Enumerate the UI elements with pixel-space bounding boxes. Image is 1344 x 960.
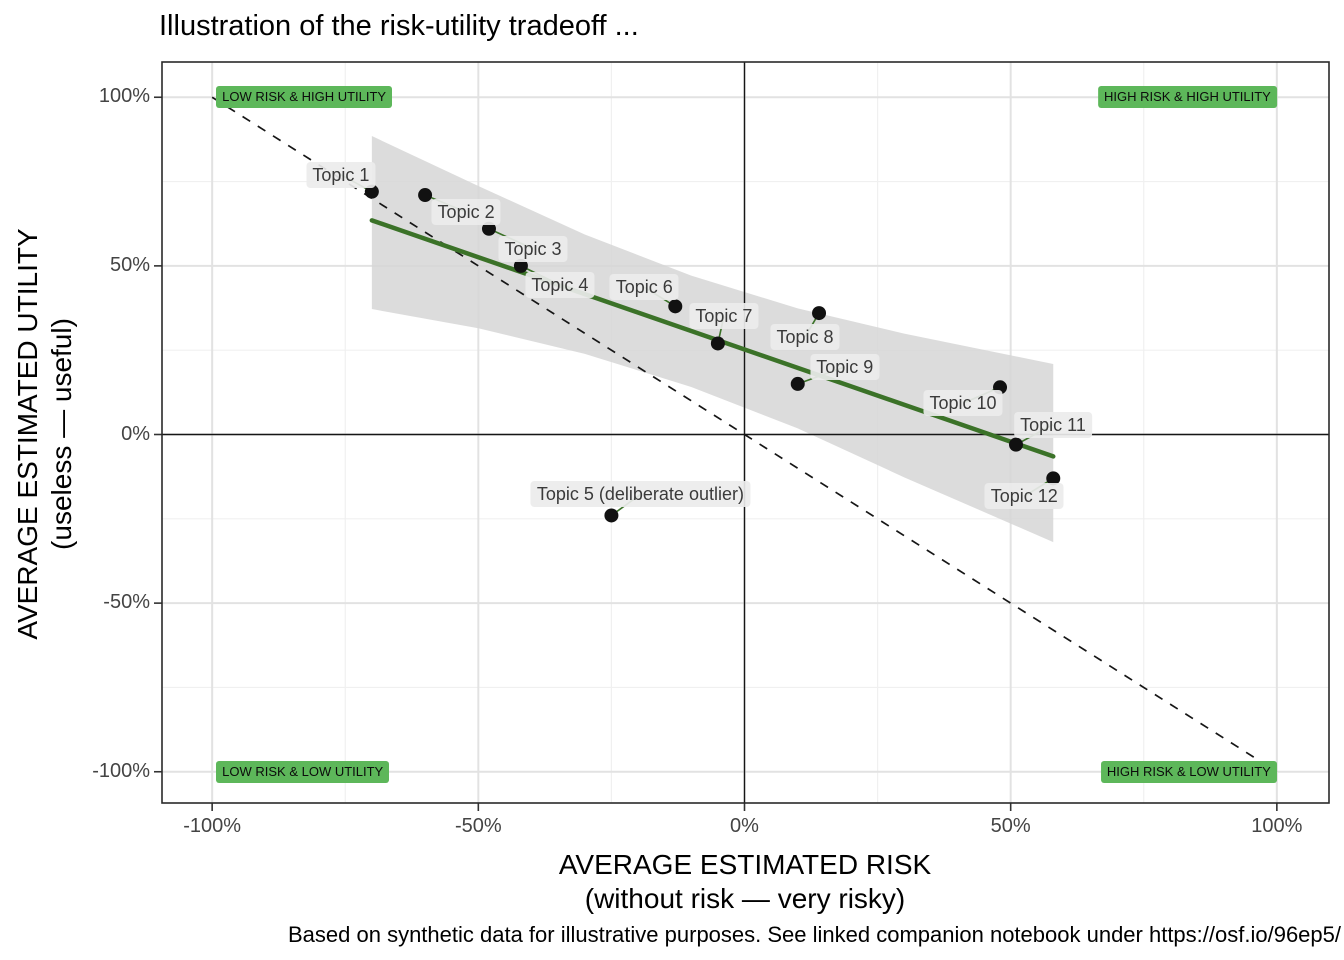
y-tick-label: -100% — [92, 759, 150, 782]
diagonal-reference-line — [211, 96, 1278, 773]
corner-badge: LOW RISK & HIGH UTILITY — [216, 86, 393, 109]
regression-line — [369, 218, 1056, 459]
y-tick-label: 100% — [98, 85, 150, 108]
data-point — [513, 258, 528, 273]
point-label: Topic 9 — [810, 353, 880, 380]
y-tick-label: -50% — [103, 591, 150, 614]
x-axis-title-line1: AVERAGE ESTIMATED RISK — [558, 849, 932, 880]
y-tick-label: 50% — [109, 253, 150, 276]
point-label: Topic 1 — [306, 161, 376, 188]
chart-title: Illustration of the risk-utility tradeof… — [159, 10, 639, 42]
data-point — [668, 299, 683, 314]
data-point — [481, 221, 496, 236]
point-label: Topic 3 — [498, 235, 568, 262]
x-tick-label: 50% — [990, 815, 1031, 837]
x-axis-title: AVERAGE ESTIMATED RISK (without risk — v… — [559, 848, 931, 916]
corner-badge: LOW RISK & LOW UTILITY — [216, 760, 390, 783]
point-label: Topic 8 — [770, 324, 840, 351]
data-point — [418, 188, 433, 203]
data-point — [790, 376, 805, 391]
y-axis-title: AVERAGE ESTIMATED UTILITY (useless — use… — [11, 228, 79, 639]
x-tick-label: 0% — [730, 815, 759, 837]
data-point — [812, 306, 827, 321]
corner-badge: HIGH RISK & LOW UTILITY — [1100, 760, 1277, 783]
x-tick-label: -50% — [454, 815, 502, 837]
y-axis-title-line2: (useless — useful) — [46, 318, 77, 550]
data-point — [1008, 437, 1023, 452]
y-tick-label: 0% — [121, 422, 150, 445]
x-tick-label: 100% — [1251, 815, 1303, 837]
data-point — [604, 508, 619, 523]
data-point — [710, 336, 725, 351]
data-point — [1046, 471, 1061, 486]
point-label: Topic 10 — [923, 390, 1003, 417]
data-point — [364, 184, 379, 199]
point-label: Topic 11 — [1014, 411, 1092, 438]
point-label: Topic 2 — [431, 199, 501, 226]
point-label: Topic 12 — [984, 483, 1064, 510]
caption: Based on synthetic data for illustrative… — [288, 922, 1341, 947]
point-label: Topic 7 — [689, 303, 759, 330]
point-label: Topic 4 — [525, 271, 595, 298]
x-tick-label: -100% — [183, 815, 242, 837]
point-label: Topic 6 — [609, 274, 679, 301]
y-axis-title-line1: AVERAGE ESTIMATED UTILITY — [12, 228, 43, 640]
corner-badge: HIGH RISK & HIGH UTILITY — [1097, 86, 1277, 109]
panel-border — [161, 61, 1330, 804]
x-axis-title-line2: (without risk — very risky) — [584, 883, 906, 914]
point-label: Topic 5 (deliberate outlier) — [530, 481, 750, 508]
